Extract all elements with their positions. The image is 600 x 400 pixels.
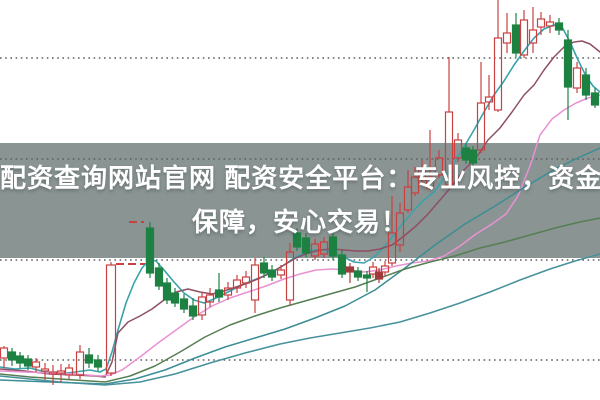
candle-body [554,22,564,31]
candle-body [461,147,471,161]
candle-body [241,276,251,284]
candle-body [259,262,269,274]
candle-body [387,232,397,264]
candle-body [563,39,573,88]
candle-body [444,111,454,186]
candle-body [353,270,363,278]
candle-body [511,24,521,54]
candle-body [590,92,600,106]
candle-body [197,296,207,316]
candle-body [0,347,9,359]
candle-body [476,102,486,151]
candle-body [536,18,546,28]
ma-line-ma-maroon [0,40,600,378]
candle-body [48,371,58,375]
candle-body [64,367,74,376]
candle-body [84,354,94,364]
candle-body [205,294,215,303]
candle-body [188,305,198,317]
candle-body [572,67,582,89]
candle-body [56,370,66,374]
candle-body [368,266,378,275]
candle-body [581,74,591,96]
candle-body [395,212,405,246]
candle-body [319,241,329,255]
candle-body [310,243,320,257]
candle-body [93,359,103,368]
candle-body [145,227,155,274]
candle-body [250,264,260,301]
candle-body [453,139,463,159]
candle-body [301,237,311,254]
candle-body [374,271,384,280]
candle-body [75,351,85,376]
candle-body [23,358,33,367]
candle-body [292,232,302,248]
candle-body [417,167,427,181]
candle-body [493,37,503,111]
candle-body [410,176,420,194]
candle-body [528,29,538,44]
candle-body [105,264,117,374]
candle-body [328,236,338,257]
candle-body [285,251,295,301]
candle-body [425,176,435,189]
candle-body [345,266,355,273]
candle-body [40,368,50,372]
candle-body [502,32,512,44]
candle-body [154,267,164,287]
candle-body [15,355,25,364]
candle-body [434,157,444,176]
ma-line-ma-olive-green [0,217,600,383]
candle-body [362,274,372,279]
candle-body [179,298,189,310]
candle-body [223,287,233,296]
ma-line-ma-slow-teal [0,253,600,386]
candle-body [31,361,41,368]
candle-body [403,186,413,211]
candle-body [214,289,224,298]
candle-body [484,96,494,103]
candle-body [7,351,17,361]
candle-body [380,265,390,273]
ma-line-ma-dark-teal [0,147,600,385]
candle-body [468,149,478,164]
candle-body [267,269,277,278]
candle-body [519,19,529,56]
candle-body [232,279,242,289]
candle-body [170,292,180,304]
candle-body [337,254,347,275]
candle-body [545,21,555,27]
candle-body [162,282,172,301]
candle-body [276,269,286,276]
